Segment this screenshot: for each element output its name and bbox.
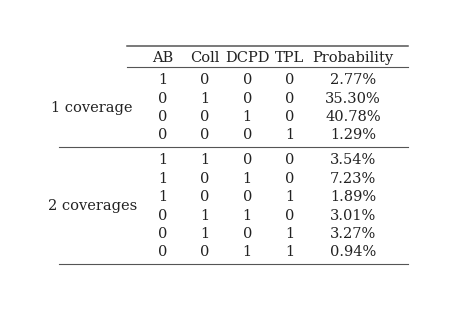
Text: 0: 0 — [158, 227, 167, 241]
Text: 1: 1 — [200, 227, 210, 241]
Text: 0: 0 — [200, 245, 210, 259]
Text: 2 coverages: 2 coverages — [47, 199, 137, 213]
Text: 1: 1 — [200, 208, 210, 222]
Text: 0: 0 — [158, 208, 167, 222]
Text: 1: 1 — [243, 245, 252, 259]
Text: 0: 0 — [285, 73, 294, 87]
Text: 0: 0 — [243, 128, 252, 142]
Text: 0.94%: 0.94% — [330, 245, 376, 259]
Text: 1: 1 — [158, 190, 167, 204]
Text: 1: 1 — [158, 153, 167, 167]
Text: 1: 1 — [285, 128, 294, 142]
Text: 1: 1 — [200, 153, 210, 167]
Text: 0: 0 — [200, 172, 210, 186]
Text: 0: 0 — [158, 245, 167, 259]
Text: Coll: Coll — [190, 51, 220, 65]
Text: 1: 1 — [243, 110, 252, 124]
Text: 0: 0 — [158, 110, 167, 124]
Text: 0: 0 — [285, 110, 294, 124]
Text: AB: AB — [152, 51, 173, 65]
Text: 0: 0 — [285, 153, 294, 167]
Text: 0: 0 — [243, 227, 252, 241]
Text: 3.01%: 3.01% — [330, 208, 376, 222]
Text: 0: 0 — [243, 190, 252, 204]
Text: 1: 1 — [285, 227, 294, 241]
Text: 1: 1 — [158, 73, 167, 87]
Text: 1: 1 — [285, 245, 294, 259]
Text: 0: 0 — [243, 73, 252, 87]
Text: 0: 0 — [200, 110, 210, 124]
Text: 2.77%: 2.77% — [330, 73, 376, 87]
Text: 1: 1 — [285, 190, 294, 204]
Text: 0: 0 — [285, 208, 294, 222]
Text: 0: 0 — [200, 128, 210, 142]
Text: 0: 0 — [158, 92, 167, 106]
Text: 1 coverage: 1 coverage — [51, 101, 133, 115]
Text: 0: 0 — [243, 153, 252, 167]
Text: 0: 0 — [243, 92, 252, 106]
Text: 40.78%: 40.78% — [325, 110, 381, 124]
Text: 0: 0 — [158, 128, 167, 142]
Text: TPL: TPL — [275, 51, 304, 65]
Text: 3.27%: 3.27% — [330, 227, 376, 241]
Text: 35.30%: 35.30% — [325, 92, 381, 106]
Text: 3.54%: 3.54% — [330, 153, 376, 167]
Text: 0: 0 — [200, 190, 210, 204]
Text: 1: 1 — [243, 208, 252, 222]
Text: 1: 1 — [243, 172, 252, 186]
Text: 0: 0 — [200, 73, 210, 87]
Text: 7.23%: 7.23% — [330, 172, 376, 186]
Text: Probability: Probability — [313, 51, 394, 65]
Text: 0: 0 — [285, 172, 294, 186]
Text: 1: 1 — [200, 92, 210, 106]
Text: 1.29%: 1.29% — [330, 128, 376, 142]
Text: DCPD: DCPD — [225, 51, 269, 65]
Text: 1.89%: 1.89% — [330, 190, 376, 204]
Text: 0: 0 — [285, 92, 294, 106]
Text: 1: 1 — [158, 172, 167, 186]
